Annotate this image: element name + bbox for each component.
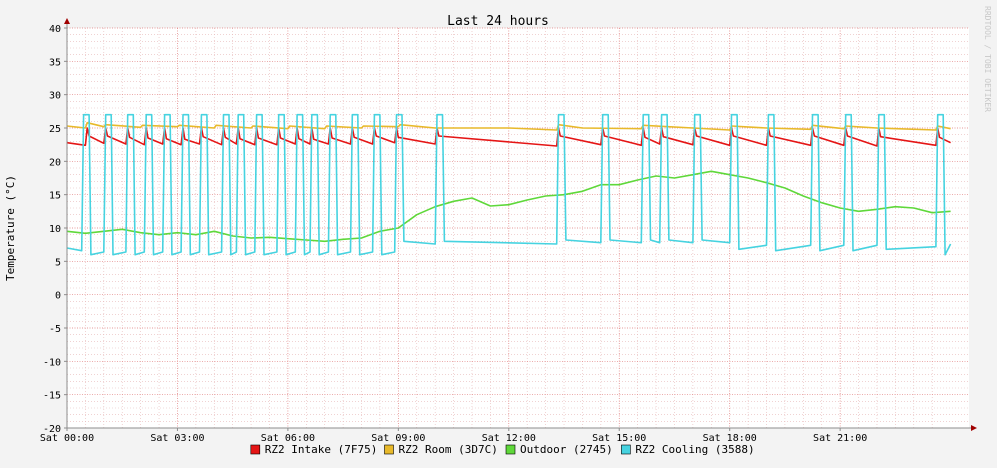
legend-swatch: [384, 444, 394, 455]
y-tick-label: 30: [49, 91, 61, 102]
y-tick-label: 0: [55, 291, 61, 302]
legend-swatch: [250, 444, 261, 455]
watermark: RRDTOOL / TOBI OETIKER: [983, 6, 992, 112]
legend-label: RZ2 Cooling (3588): [635, 443, 754, 456]
chart-title: Last 24 hours: [447, 14, 549, 29]
legend-label: RZ2 Intake (7F75): [265, 443, 378, 456]
series-layer: [66, 113, 952, 256]
legend-label: RZ2 Room (3D7C): [399, 443, 498, 456]
y-tick-label: 25: [49, 124, 61, 135]
y-tick-label: 5: [55, 257, 61, 268]
y-tick-label: -5: [49, 324, 61, 335]
x-tick-label: Sat 18:00: [703, 433, 757, 444]
x-tick-label: Sat 09:00: [371, 433, 425, 444]
series-line: [66, 170, 951, 243]
y-tick-label: 15: [49, 191, 61, 202]
legend-swatch: [505, 444, 516, 455]
minor-grid: [67, 28, 969, 428]
legend-swatch: [621, 444, 631, 455]
y-axis-arrow: [64, 18, 70, 24]
x-tick-label: Sat 00:00: [40, 433, 94, 444]
y-axis-label: Temperature (°C): [4, 175, 17, 281]
x-tick-labels: Sat 00:00 Sat 03:00 Sat 06:00 Sat 09:00 Sat …: [40, 433, 867, 444]
series-line: [66, 113, 952, 256]
x-tick-label: Sat 06:00: [261, 433, 315, 444]
x-tick-label: Sat 03:00: [150, 433, 204, 444]
y-tick-label: 20: [49, 157, 61, 168]
x-tick-label: Sat 15:00: [592, 433, 646, 444]
axes: [64, 18, 977, 431]
x-tick-label: Sat 21:00: [813, 433, 867, 444]
legend-label: Outdoor (2745): [520, 443, 613, 456]
legend: RZ2 Intake (7F75) RZ2 Room (3D7C) Outdoor …: [250, 443, 755, 456]
y-tick-label: -10: [43, 357, 61, 368]
y-tick-labels: 40 35 30 25 20 15 10 5 0 -5 -10 -15 -20: [43, 24, 61, 435]
y-tick-label: 40: [49, 24, 61, 35]
y-tick-label: -15: [43, 391, 61, 402]
y-tick-label: 35: [49, 57, 61, 68]
y-tick-label: 10: [49, 224, 61, 235]
x-axis-arrow: [971, 425, 977, 431]
y-tick-label: -20: [43, 424, 61, 435]
x-tick-label: Sat 12:00: [482, 433, 536, 444]
